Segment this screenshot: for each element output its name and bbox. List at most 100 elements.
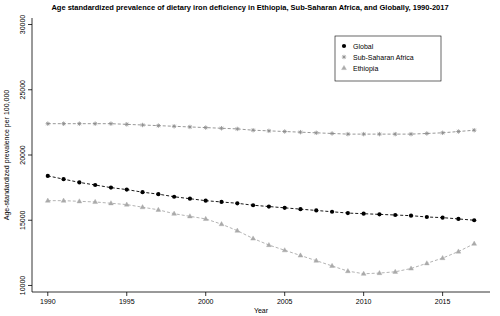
point bbox=[61, 198, 66, 202]
point bbox=[156, 123, 160, 127]
x-tick-label: 1990 bbox=[40, 298, 56, 305]
point bbox=[251, 203, 255, 207]
point bbox=[188, 197, 192, 201]
point bbox=[204, 125, 208, 129]
point bbox=[266, 242, 271, 246]
point bbox=[125, 187, 129, 191]
x-tick bbox=[205, 292, 206, 296]
point bbox=[361, 132, 365, 136]
point bbox=[346, 211, 350, 215]
series-line bbox=[48, 124, 474, 134]
x-tick bbox=[442, 292, 443, 296]
point bbox=[298, 253, 303, 257]
point bbox=[314, 131, 318, 135]
point bbox=[172, 195, 176, 199]
point bbox=[361, 271, 366, 275]
point bbox=[251, 128, 255, 132]
point bbox=[219, 126, 223, 130]
point bbox=[267, 204, 271, 208]
point bbox=[140, 123, 144, 127]
point bbox=[45, 198, 50, 202]
point bbox=[77, 199, 82, 203]
point bbox=[472, 218, 476, 222]
legend-marker bbox=[342, 44, 346, 48]
legend-label: Sub-Saharan Africa bbox=[353, 54, 414, 61]
x-axis-line bbox=[32, 292, 490, 293]
point bbox=[61, 177, 65, 181]
point bbox=[109, 201, 114, 205]
point bbox=[46, 174, 50, 178]
point bbox=[440, 255, 445, 259]
point bbox=[93, 183, 97, 187]
point bbox=[156, 192, 160, 196]
point bbox=[77, 180, 81, 184]
x-tick-label: 2010 bbox=[356, 298, 372, 305]
point bbox=[456, 217, 460, 221]
point bbox=[125, 122, 129, 126]
series-line bbox=[48, 201, 474, 274]
point bbox=[203, 216, 208, 220]
point bbox=[77, 121, 81, 125]
point bbox=[330, 210, 334, 214]
point bbox=[314, 208, 318, 212]
point bbox=[235, 201, 239, 205]
point bbox=[425, 215, 429, 219]
y-axis-label: Age-standardized prevalence per 100,000 bbox=[3, 90, 11, 220]
point bbox=[424, 261, 429, 265]
point bbox=[283, 206, 287, 210]
y-tick-label: 30000 bbox=[19, 15, 26, 35]
x-tick bbox=[363, 292, 364, 296]
point bbox=[345, 269, 350, 273]
point bbox=[188, 214, 193, 218]
point bbox=[425, 131, 429, 135]
x-tick-label: 2005 bbox=[277, 298, 293, 305]
y-tick bbox=[28, 155, 32, 156]
point bbox=[93, 199, 98, 203]
y-tick bbox=[28, 89, 32, 90]
y-tick bbox=[28, 220, 32, 221]
point bbox=[409, 266, 414, 270]
point bbox=[124, 202, 129, 206]
point bbox=[456, 249, 461, 253]
point bbox=[377, 212, 381, 216]
point bbox=[172, 211, 177, 215]
point bbox=[472, 241, 477, 245]
legend-box bbox=[335, 36, 441, 81]
legend-marker bbox=[342, 55, 346, 59]
y-tick-label: 15000 bbox=[19, 210, 26, 230]
legend-marker bbox=[342, 65, 347, 69]
point bbox=[235, 127, 239, 131]
x-tick-label: 1995 bbox=[119, 298, 135, 305]
y-tick bbox=[28, 24, 32, 25]
point bbox=[330, 131, 334, 135]
point bbox=[472, 128, 476, 132]
x-axis-label: Year bbox=[254, 307, 269, 314]
point bbox=[267, 129, 271, 133]
point bbox=[393, 269, 398, 273]
point bbox=[282, 248, 287, 252]
point bbox=[393, 132, 397, 136]
point bbox=[314, 258, 319, 262]
point bbox=[440, 131, 444, 135]
point bbox=[219, 222, 224, 226]
point bbox=[140, 205, 145, 209]
point bbox=[46, 121, 50, 125]
point bbox=[109, 121, 113, 125]
y-tick-label: 20000 bbox=[19, 145, 26, 165]
point bbox=[393, 213, 397, 217]
y-tick-label: 10000 bbox=[19, 276, 26, 296]
point bbox=[409, 214, 413, 218]
chart: Age standardized prevalence of dietary i… bbox=[0, 0, 500, 316]
point bbox=[346, 132, 350, 136]
x-tick-label: 2015 bbox=[435, 298, 451, 305]
point bbox=[61, 121, 65, 125]
legend-label: Ethiopia bbox=[353, 65, 378, 73]
x-tick bbox=[47, 292, 48, 296]
point bbox=[298, 130, 302, 134]
point bbox=[377, 270, 382, 274]
point bbox=[188, 125, 192, 129]
point bbox=[156, 207, 161, 211]
point bbox=[235, 228, 240, 232]
point bbox=[93, 121, 97, 125]
y-tick bbox=[28, 285, 32, 286]
